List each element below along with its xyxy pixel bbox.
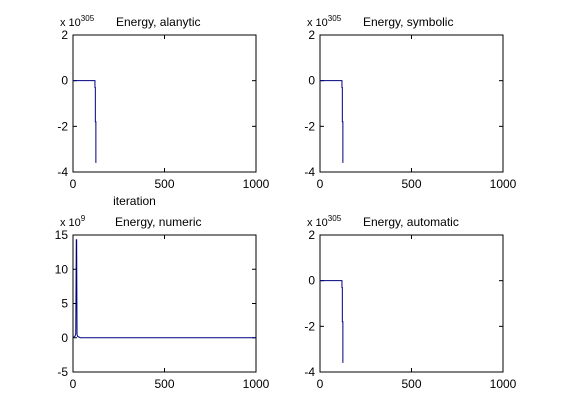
plot-2-series-line-1 — [320, 80, 344, 163]
plot-2-multiplier: x 10305 — [307, 14, 342, 29]
plot-3-series-line-1 — [72, 239, 256, 339]
plot-4-title: Energy, automatic — [363, 215, 459, 229]
plot-2-y-tick-label: -4 — [304, 165, 315, 179]
plot-4-x-tick-label: 0 — [317, 377, 324, 391]
plot-4-x-tick-label: 500 — [401, 377, 421, 391]
plot-2: 0 500 1000 -4 -2 0 2x 10305 Energy, symbolic — [304, 14, 516, 191]
plot-4-x-tick-label: 1000 — [490, 377, 517, 391]
plot-3-x-tick-label: 1000 — [243, 377, 270, 391]
plot-4-multiplier-exponent: 305 — [328, 214, 342, 223]
plot-2-x-tick-label: 500 — [401, 177, 421, 191]
plot-4-axes-box — [319, 234, 504, 373]
plot-3-multiplier: x 109 — [60, 214, 86, 229]
plot-1-x-tick-label: 500 — [154, 177, 174, 191]
plot-1-multiplier: x 10305 — [60, 14, 95, 29]
plot-2-y-tick-label: -2 — [304, 119, 315, 133]
plot-3-multiplier-base: x 10 — [60, 217, 81, 229]
plot-1-y-tick-label: -2 — [57, 119, 68, 133]
plot-1-multiplier-base: x 10 — [60, 17, 81, 29]
plot-2-title: Energy, symbolic — [363, 15, 453, 29]
plot-4-y-tick-label: -4 — [304, 365, 315, 379]
plot-3-axes-box — [72, 234, 257, 373]
plot-1-x-tick-label: 1000 — [243, 177, 270, 191]
plot-3-y-tick-label: 10 — [55, 262, 69, 276]
plot-3-y-tick-label: 5 — [61, 297, 68, 311]
plot-4-y-tick-label: 2 — [308, 228, 315, 242]
plot-2-x-tick-label: 1000 — [490, 177, 517, 191]
plot-4-series-line-1 — [320, 280, 344, 363]
plot-4-multiplier: x 10305 — [307, 214, 342, 229]
plot-1-y-tick-label: 2 — [61, 28, 68, 42]
plot-2-multiplier-exponent: 305 — [328, 14, 342, 23]
plot-3-x-tick-label: 0 — [70, 377, 77, 391]
plot-3-y-tick-label: 15 — [55, 228, 69, 242]
plot-3-y-tick-label: -5 — [57, 365, 68, 379]
plot-1-series-line-1 — [73, 80, 97, 163]
plot-2-multiplier-base: x 10 — [307, 17, 328, 29]
plot-2-x-tick-label: 0 — [317, 177, 324, 191]
plot-1-axes-box — [72, 34, 257, 173]
plot-1-x-axis-label: iteration — [113, 194, 156, 208]
plot-2-y-tick-label: 2 — [308, 28, 315, 42]
plot-3-y-tick-label: 0 — [61, 331, 68, 345]
plot-1-x-tick-label: 0 — [70, 177, 77, 191]
plot-1-y-tick-label: -4 — [57, 165, 68, 179]
plot-4-y-tick-label: -2 — [304, 319, 315, 333]
plot-1-title: Energy, alanytic — [116, 15, 201, 29]
plot-4-y-tick-label: 0 — [308, 274, 315, 288]
plot-1-multiplier-exponent: 305 — [81, 14, 95, 23]
plot-3-multiplier-exponent: 9 — [81, 214, 86, 223]
plot-1: 0 500 1000 -4 -2 0 2x 10305 Energy, alanytic ite… — [57, 14, 269, 208]
plot-4: 0 500 1000 -4 -2 0 2x 10305 Energy, automatic — [304, 214, 516, 391]
plot-2-axes-box — [319, 34, 504, 173]
plot-1-y-tick-label: 0 — [61, 74, 68, 88]
plot-3-x-tick-label: 500 — [154, 377, 174, 391]
plot-2-y-tick-label: 0 — [308, 74, 315, 88]
plot-3-title: Energy, numeric — [115, 215, 201, 229]
plot-4-multiplier-base: x 10 — [307, 217, 328, 229]
